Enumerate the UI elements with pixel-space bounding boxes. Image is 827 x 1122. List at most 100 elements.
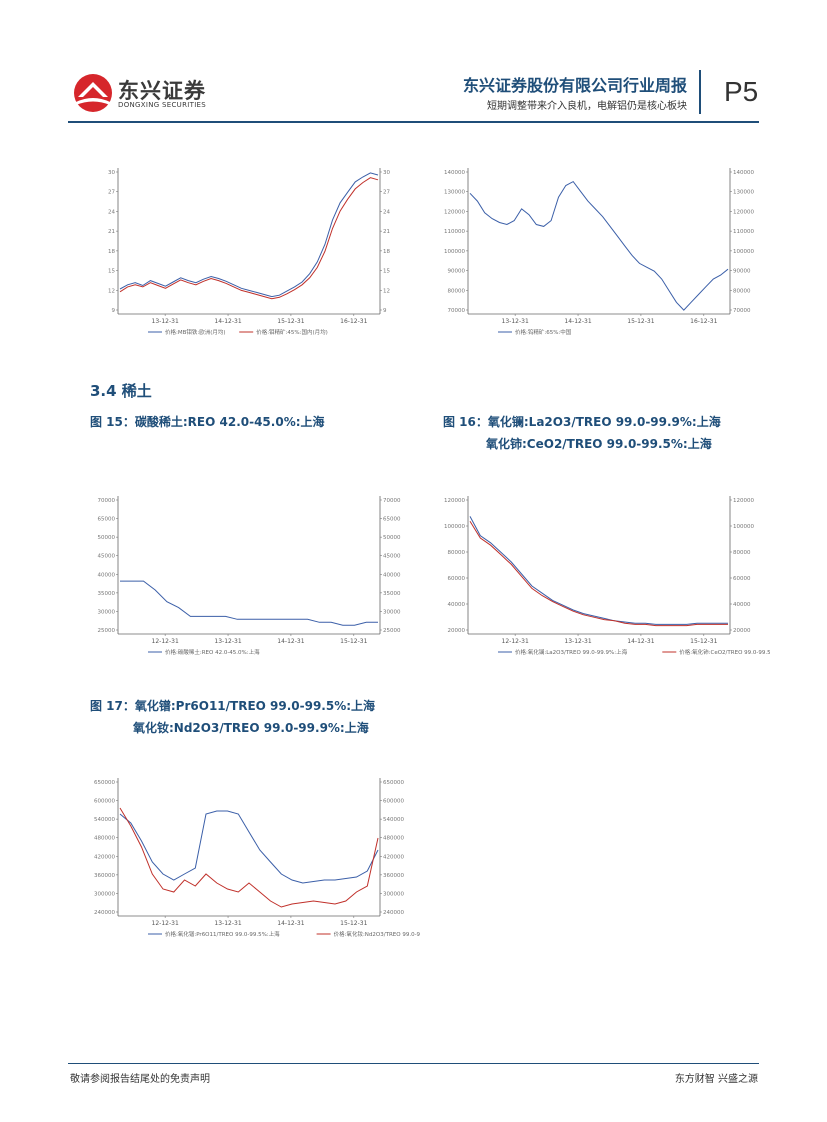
series-line-1 (469, 180, 729, 311)
chart_d-svg: 120000 100000 80000 60000 40000 20000 120000 10… (444, 496, 770, 656)
left-tick-label: 540000 (94, 817, 115, 823)
x-tick-label: 14-12-31 (277, 638, 304, 645)
left-tick-label: 650000 (94, 780, 115, 786)
right-tick-label: 110000 (733, 229, 754, 235)
right-tick-label: 21 (383, 229, 390, 235)
left-tick-label: 12 (108, 288, 115, 294)
x-tick-label: 13-12-31 (214, 920, 241, 927)
right-tick-label: 9 (383, 308, 387, 314)
left-tick-label: 120000 (444, 209, 465, 215)
x-tick-label: 15-12-31 (277, 318, 304, 325)
right-tick-label: 30000 (383, 609, 401, 615)
left-tick-label: 35000 (98, 591, 116, 597)
right-tick-label: 65000 (383, 517, 401, 523)
x-tick-label: 16-12-31 (340, 318, 367, 325)
right-tick-label: 70000 (733, 308, 751, 314)
x-tick-label: 14-12-31 (564, 318, 591, 325)
left-tick-label: 420000 (94, 854, 115, 860)
x-tick-label: 13-12-31 (214, 638, 241, 645)
header-divider (699, 70, 701, 114)
left-tick-label: 110000 (444, 229, 465, 235)
right-tick-label: 120000 (733, 498, 754, 504)
left-tick-label: 20000 (448, 628, 466, 634)
right-tick-label: 80000 (733, 288, 751, 294)
right-tick-label: 35000 (383, 591, 401, 597)
right-tick-label: 100000 (733, 249, 754, 255)
right-tick-label: 420000 (383, 854, 404, 860)
right-tick-label: 27 (383, 190, 390, 196)
right-tick-label: 20000 (733, 628, 751, 634)
left-tick-label: 120000 (444, 498, 465, 504)
x-tick-label: 15-12-31 (340, 638, 367, 645)
right-tick-label: 300000 (383, 891, 404, 897)
left-tick-label: 60000 (448, 576, 466, 582)
series-line-1 (119, 172, 379, 298)
series-line-1 (120, 580, 378, 626)
x-tick-label: 13-12-31 (564, 638, 591, 645)
left-tick-label: 480000 (94, 836, 115, 842)
left-tick-label: 70000 (98, 498, 116, 504)
right-tick-label: 90000 (733, 269, 751, 275)
chart-c: 70000 65000 50000 45000 40000 35000 30000 25000… (90, 488, 420, 660)
figure-16-caption-line2: 氧化铈:CeO2/TREO 99.0-99.5%:上海 (486, 437, 712, 451)
right-tick-label: 24 (383, 209, 390, 215)
x-tick-label: 15-12-31 (340, 920, 367, 927)
legend-label: 价格:氧化镧:La2O3/TREO 99.0-99.9%:上海 (515, 648, 628, 656)
left-tick-label: 360000 (94, 873, 115, 879)
left-tick-label: 600000 (94, 799, 115, 805)
left-tick-label: 70000 (448, 308, 466, 314)
series-line-2 (469, 520, 728, 627)
right-tick-label: 60000 (733, 576, 751, 582)
figure-16-caption: 图 16：氧化镧:La2O3/TREO 99.0-99.9%:上海 (443, 415, 721, 429)
left-tick-label: 140000 (444, 170, 465, 176)
left-tick-label: 15 (108, 269, 115, 275)
figure-17-caption-line2: 氧化钕:Nd2O3/TREO 99.0-99.9%:上海 (133, 721, 369, 735)
x-tick-label: 14-12-31 (214, 318, 241, 325)
left-tick-label: 240000 (94, 910, 115, 916)
footer-disclaimer: 敬请参阅报告结尾处的免责声明 (70, 1074, 210, 1085)
page-number: P5 (724, 76, 759, 107)
left-tick-label: 100000 (444, 524, 465, 530)
legend-label: 价格:氧化铈:CeO2/TREO 99.0-99.5%:上海 (679, 648, 770, 656)
right-tick-label: 100000 (733, 524, 754, 530)
logo-english-name: DONGXING SECURITIES (118, 101, 207, 109)
left-tick-label: 30000 (98, 609, 116, 615)
x-tick-label: 12-12-31 (152, 920, 179, 927)
x-tick-label: 16-12-31 (690, 318, 717, 325)
right-tick-label: 540000 (383, 817, 404, 823)
x-tick-label: 14-12-31 (627, 638, 654, 645)
chart_c-svg: 70000 65000 50000 45000 40000 35000 30000 25000… (98, 496, 401, 656)
chart-a: 30 27 24 21 18 15 12 9 30 27 24 21 18 15 12 9 13-12-31 14… (90, 160, 420, 340)
right-tick-label: 15 (383, 269, 390, 275)
figure-17-caption: 图 17：氧化镨:Pr6O11/TREO 99.0-99.5%:上海 (90, 699, 376, 713)
x-tick-label: 14-12-31 (277, 920, 304, 927)
right-tick-label: 600000 (383, 799, 404, 805)
right-tick-label: 25000 (383, 628, 401, 634)
left-tick-label: 40000 (98, 572, 116, 578)
chart-b: 140000 130000 120000 110000 100000 90000 80000… (440, 160, 770, 340)
legend-label: 价格:钨精矿:65%:中国 (515, 328, 572, 336)
left-tick-label: 40000 (448, 602, 466, 608)
left-tick-label: 65000 (98, 517, 116, 523)
left-tick-label: 30 (108, 170, 115, 176)
chart_e-svg: 650000 600000 540000 480000 420000 360000 3000… (94, 778, 420, 938)
x-tick-label: 12-12-31 (502, 638, 529, 645)
right-tick-label: 240000 (383, 910, 404, 916)
left-tick-label: 130000 (444, 190, 465, 196)
section-title: 3.4 稀土 (90, 382, 152, 400)
right-tick-label: 140000 (733, 170, 754, 176)
right-tick-label: 70000 (383, 498, 401, 504)
report-company-title: 东兴证券股份有限公司行业周报 (462, 76, 687, 95)
right-tick-label: 45000 (383, 554, 401, 560)
x-tick-label: 15-12-31 (690, 638, 717, 645)
x-tick-label: 12-12-31 (152, 638, 179, 645)
left-tick-label: 50000 (98, 535, 116, 541)
chart-e: 650000 600000 540000 480000 420000 360000 3000… (90, 770, 420, 942)
footer-rule (68, 1063, 759, 1064)
legend-label: 价格:氧化钕:Nd2O3/TREO 99.0-99.9%:上海 (334, 930, 420, 938)
logo-chinese-name: 东兴证券 (118, 79, 206, 103)
left-tick-label: 24 (108, 209, 115, 215)
left-tick-label: 80000 (448, 288, 466, 294)
right-tick-label: 360000 (383, 873, 404, 879)
legend-label: 价格:氧化镨:Pr6O11/TREO 99.0-99.5%:上海 (165, 930, 280, 938)
